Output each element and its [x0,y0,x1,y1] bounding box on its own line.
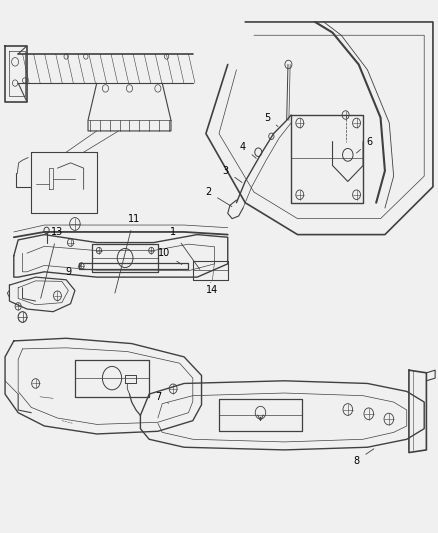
Text: 6: 6 [357,136,373,153]
Text: 3: 3 [223,166,242,182]
Text: 13: 13 [41,227,64,298]
Text: 1: 1 [170,227,200,270]
Text: 2: 2 [205,187,232,207]
Text: 11: 11 [115,214,140,293]
Text: 7: 7 [155,392,169,403]
Text: 14: 14 [206,282,219,295]
Text: 8: 8 [353,449,374,465]
Text: 9: 9 [65,266,79,277]
Text: 5: 5 [264,112,278,126]
Text: 4: 4 [240,142,256,158]
Text: 10: 10 [158,248,182,264]
